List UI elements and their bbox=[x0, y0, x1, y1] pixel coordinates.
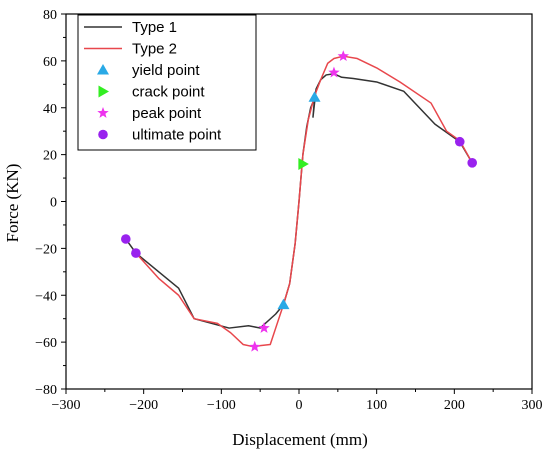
legend-entry: ultimate point bbox=[98, 127, 222, 144]
x-tick-label: 100 bbox=[366, 398, 387, 413]
y-tick-label: 60 bbox=[43, 55, 57, 70]
data-point bbox=[337, 50, 349, 62]
legend-swatch bbox=[97, 107, 109, 118]
data-point bbox=[121, 234, 131, 244]
legend-entry: Type 1 bbox=[84, 19, 177, 36]
data-point bbox=[277, 298, 290, 310]
series-yield-point bbox=[277, 91, 321, 310]
legend-entry: crack point bbox=[98, 84, 205, 101]
legend-entry: yield point bbox=[97, 62, 200, 79]
legend-swatch bbox=[98, 129, 108, 140]
y-tick-label: 80 bbox=[43, 8, 57, 23]
data-point bbox=[249, 340, 261, 352]
x-tick-label: −300 bbox=[52, 398, 81, 413]
legend-label: Type 1 bbox=[132, 19, 177, 36]
series-peak-point bbox=[249, 50, 349, 352]
x-axis-title: Displacement (mm) bbox=[232, 430, 368, 449]
y-tick-label: 40 bbox=[43, 102, 57, 117]
y-tick-label: −20 bbox=[35, 242, 57, 257]
axes: −300 −200 −100 0 100 200 300−80−60−40−20020406… bbox=[35, 8, 542, 413]
data-point bbox=[454, 136, 465, 147]
legend-swatch bbox=[98, 85, 109, 98]
y-tick-label: 0 bbox=[50, 196, 57, 211]
x-tick-label: −200 bbox=[129, 398, 158, 413]
legend-label: ultimate point bbox=[132, 127, 222, 144]
plot-area bbox=[121, 50, 477, 352]
data-point bbox=[467, 158, 477, 168]
series-type-2 bbox=[135, 55, 473, 348]
data-point bbox=[308, 91, 321, 102]
series-line bbox=[135, 55, 473, 348]
legend-entry: peak point bbox=[97, 105, 202, 122]
y-axis-title: Force (KN) bbox=[3, 164, 22, 243]
data-point bbox=[298, 158, 309, 170]
legend-box bbox=[77, 14, 257, 151]
y-tick-label: 20 bbox=[43, 149, 57, 164]
legend-label: crack point bbox=[132, 84, 205, 101]
y-tick-label: −60 bbox=[35, 336, 57, 351]
legend-label: peak point bbox=[132, 105, 202, 122]
legend-entry: Type 2 bbox=[84, 41, 177, 58]
x-tick-label: 200 bbox=[444, 398, 465, 413]
data-point bbox=[258, 322, 270, 333]
legend-label: yield point bbox=[132, 62, 200, 79]
legend-swatch bbox=[97, 64, 109, 75]
y-tick-label: −80 bbox=[35, 383, 57, 398]
series-crack-point bbox=[298, 158, 309, 170]
legend-label: Type 2 bbox=[132, 41, 177, 58]
x-tick-label: −100 bbox=[207, 398, 236, 413]
legend: Type 1 Type 2 yield point crack point peak p… bbox=[77, 14, 257, 151]
data-point bbox=[328, 66, 340, 78]
x-tick-label: 300 bbox=[522, 398, 543, 413]
data-point bbox=[131, 248, 141, 258]
y-tick-label: −40 bbox=[35, 289, 57, 304]
x-tick-label: 0 bbox=[296, 398, 303, 413]
series-ultimate-point bbox=[121, 136, 477, 258]
